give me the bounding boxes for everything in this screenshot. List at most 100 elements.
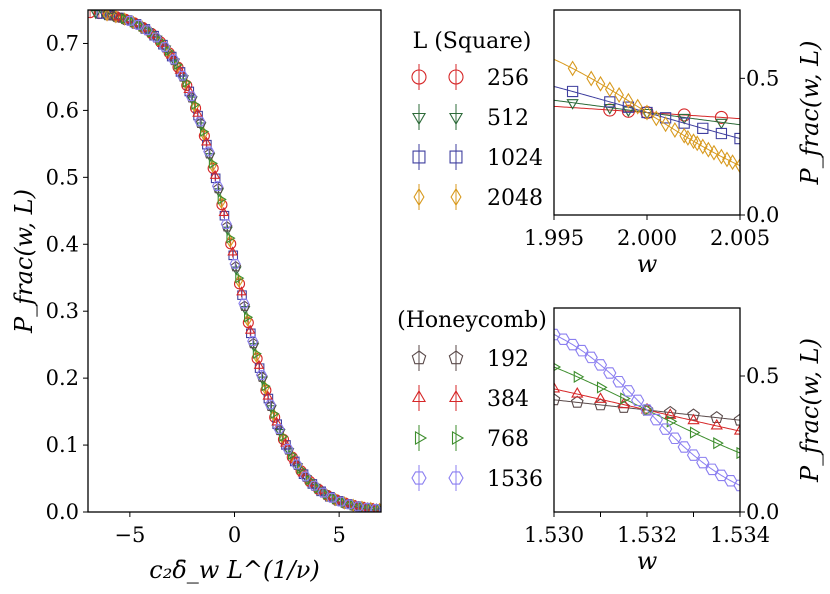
collapse-point-1536: [378, 506, 381, 512]
y-tick-label: 0.6: [46, 98, 79, 122]
data-point-384: [710, 418, 723, 430]
collapse-point-2048: [199, 126, 208, 141]
data-point-384: [594, 392, 607, 403]
y-tick-label: 0.3: [46, 299, 79, 323]
collapse-point-384: [218, 206, 230, 217]
y-tick-label: 0.0: [46, 500, 79, 524]
data-point-512: [603, 104, 616, 115]
data-point-192: [617, 400, 631, 413]
data-point-384: [554, 381, 561, 393]
data-point-384: [733, 424, 740, 435]
legend-marker-384: [411, 389, 427, 403]
y-tick-label: 0.4: [46, 232, 79, 256]
data-point-768: [573, 370, 585, 383]
x-tick-label: 1.530: [524, 523, 584, 547]
collapse-point-256: [88, 10, 96, 19]
data-point-1024: [659, 112, 672, 124]
collapse-point-768: [252, 348, 262, 359]
data-point-2048: [586, 70, 597, 87]
collapse-point-768: [226, 232, 236, 244]
legend-label-2048: 2048: [487, 186, 543, 211]
data-point-256: [677, 108, 691, 122]
collapse-point-192: [107, 10, 119, 21]
collapse-point-1536: [308, 480, 320, 491]
collapse-point-384: [165, 49, 177, 59]
collapse-point-384: [174, 64, 186, 74]
x-tick-label: 0: [228, 523, 241, 547]
collapse-point-768: [217, 194, 227, 205]
data-point-1536: [677, 441, 691, 453]
legend-marker-2048: [450, 187, 462, 207]
legend-marker-384: [448, 389, 464, 403]
collapse-point-768: [182, 77, 192, 88]
y-axis-label: P_frac(w, L): [10, 189, 38, 334]
collapse-point-384: [244, 324, 256, 334]
data-point-768: [713, 437, 724, 450]
data-point-1536: [705, 463, 719, 476]
legend-marker-1536: [448, 471, 464, 485]
legend-marker-512: [448, 112, 464, 126]
inset-data: [554, 328, 740, 492]
data-point-256: [603, 103, 617, 117]
data-point-768: [736, 446, 740, 460]
collapse-point-512: [90, 10, 102, 20]
data-point-1536: [603, 367, 617, 379]
data-point-192: [554, 393, 561, 406]
data-point-1024: [734, 132, 740, 145]
legend-marker-1024: [412, 150, 426, 164]
data-point-1536: [649, 413, 663, 426]
collapse-point-1536: [273, 424, 285, 434]
collapse-point-1536: [229, 258, 241, 269]
data-point-1536: [584, 351, 598, 364]
data-point-1536: [621, 385, 636, 397]
data-point-1536: [686, 449, 701, 461]
collapse-point-384: [236, 286, 247, 296]
collapse-plot: −5 0 5 0.0 0.1 0.2 0.3 0.4 0.5 0.6 0.7 c₂δ̄_w L^(1/…: [10, 9, 382, 584]
collapse-point-768: [191, 99, 201, 110]
data-point-512: [566, 99, 579, 110]
y-tick-label: 0.7: [46, 31, 79, 55]
collapse-point-768: [235, 272, 245, 284]
data-point-1536: [575, 344, 589, 357]
data-point-2048: [716, 148, 727, 165]
x-tick-label: 1.534: [710, 523, 770, 547]
fit-line-1536: [554, 334, 740, 486]
data-point-192: [570, 395, 584, 408]
legend-marker-1024: [449, 150, 463, 164]
collapse-point-768: [261, 380, 271, 392]
collapse-point-1536: [211, 181, 224, 191]
y-tick-label: 0.0: [746, 203, 779, 227]
collapse-point-1536: [159, 42, 171, 52]
data-point-2048: [604, 81, 615, 98]
collapse-point-1536: [141, 25, 153, 36]
data-point-768: [689, 426, 701, 439]
data-point-2048: [623, 92, 634, 109]
legend-marker-192: [411, 350, 427, 365]
data-point-2048: [660, 116, 671, 133]
collapse-point-1536: [264, 399, 276, 410]
data-point-512: [715, 118, 728, 130]
data-point-192: [687, 408, 700, 421]
y-tick-label: 0.5: [746, 66, 779, 90]
data-point-1536: [631, 394, 645, 407]
collapse-point-384: [288, 454, 300, 464]
data-point-1024: [715, 127, 728, 140]
collapse-frame: [87, 9, 382, 513]
data-point-1536: [640, 404, 654, 416]
data-point-2048: [614, 87, 624, 103]
collapse-point-1536: [176, 70, 189, 81]
legend-marker-768: [414, 430, 428, 446]
legend-label-768: 768: [487, 427, 529, 452]
x-tick-label: 1.532: [617, 523, 677, 547]
data-point-768: [554, 362, 562, 372]
collapse-point-768: [287, 449, 298, 461]
data-point-1536: [565, 338, 580, 351]
collapse-point-1536: [132, 19, 145, 30]
legend-title: (Honeycomb): [397, 308, 547, 333]
data-point-2048: [727, 154, 738, 171]
collapse-point-768: [200, 126, 210, 137]
collapse-point-1536: [124, 16, 136, 26]
collapse-point-192: [379, 507, 381, 512]
collapse-point-768: [208, 158, 219, 169]
collapse-point-768: [270, 408, 280, 420]
